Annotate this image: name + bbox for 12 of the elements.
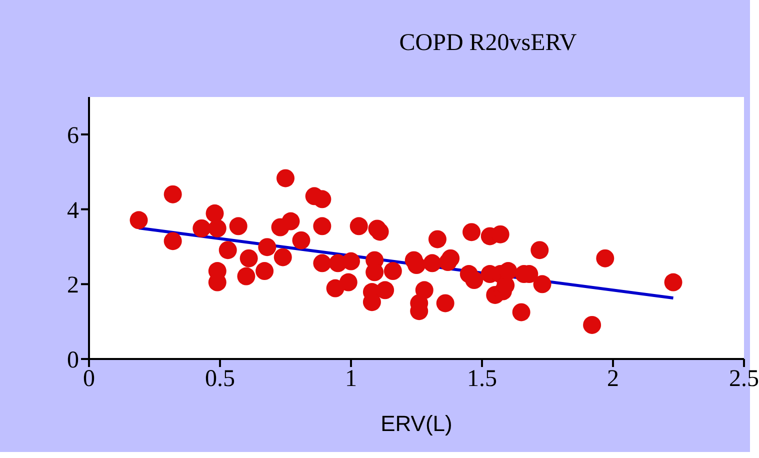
x-tick-label: 0.5 [205,366,235,392]
y-tick-label: 6 [67,122,79,149]
x-tick-label: 1 [345,366,357,392]
x-tick-label: 2.5 [729,366,759,392]
x-axis-title: ERV(L) [380,411,452,436]
chart-title: COPD R20vsERV [398,30,578,57]
x-tick-label: 2 [607,366,619,392]
y-tick-label: 4 [67,198,79,224]
y-tick-label: 0 [67,348,79,374]
y-tick-label: 2 [67,272,79,299]
x-tick-label: 0 [83,366,95,392]
x-tick-label: 1.5 [467,366,497,392]
